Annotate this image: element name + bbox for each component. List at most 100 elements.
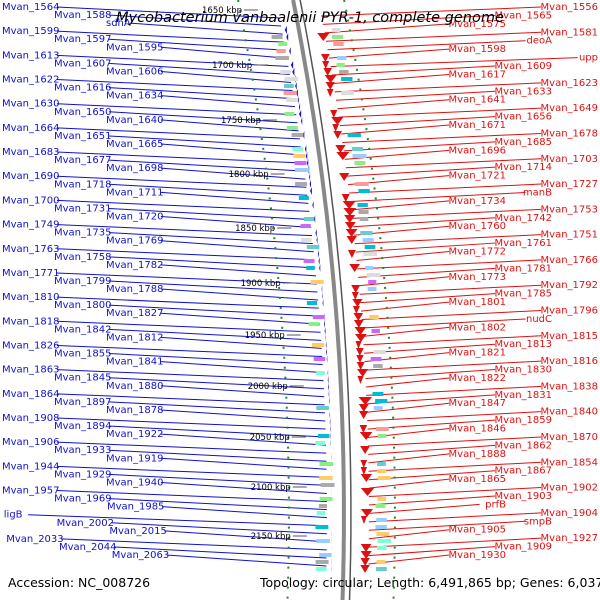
left-label-mvan-1607[interactable]: Mvan_1607	[54, 58, 111, 69]
left-label-mvan-1944[interactable]: Mvan_1944	[2, 461, 59, 472]
right-label-upp[interactable]: upp	[579, 53, 598, 64]
right-label-mvan-1678[interactable]: Mvan_1678	[541, 128, 598, 139]
right-label-mvan-1609[interactable]: Mvan_1609	[495, 61, 552, 72]
left-label-mvan-1683[interactable]: Mvan_1683	[2, 147, 59, 158]
right-label-mvan-1556[interactable]: Mvan_1556	[541, 2, 598, 13]
right-label-mvan-1633[interactable]: Mvan_1633	[495, 86, 552, 97]
left-label-mvan-1769[interactable]: Mvan_1769	[106, 236, 163, 247]
left-label-mvan-2015[interactable]: Mvan_2015	[109, 526, 166, 537]
left-label-mvan-1842[interactable]: Mvan_1842	[54, 324, 111, 335]
right-label-mvan-1773[interactable]: Mvan_1773	[449, 272, 506, 283]
right-label-mvan-1903[interactable]: Mvan_1903	[495, 491, 552, 502]
left-label-mvan-1630[interactable]: Mvan_1630	[2, 99, 59, 110]
right-label-mvan-1649[interactable]: Mvan_1649	[541, 103, 598, 114]
right-label-mvan-1831[interactable]: Mvan_1831	[495, 390, 552, 401]
left-label-mvan-1698[interactable]: Mvan_1698	[106, 163, 163, 174]
left-label-mvan-1664[interactable]: Mvan_1664	[2, 123, 59, 134]
left-label-mvan-1940[interactable]: Mvan_1940	[106, 477, 163, 488]
right-label-mvan-1862[interactable]: Mvan_1862	[495, 440, 552, 451]
left-label-mvan-1677[interactable]: Mvan_1677	[54, 155, 111, 166]
right-label-mvan-1734[interactable]: Mvan_1734	[449, 196, 506, 207]
left-label-mvan-1588[interactable]: Mvan_1588	[54, 10, 111, 21]
right-label-mvan-1838[interactable]: Mvan_1838	[541, 381, 598, 392]
right-label-mvan-1888[interactable]: Mvan_1888	[449, 449, 506, 460]
left-label-mvan-1782[interactable]: Mvan_1782	[106, 260, 163, 271]
right-label-mvan-1802[interactable]: Mvan_1802	[449, 322, 506, 333]
right-label-mvan-1792[interactable]: Mvan_1792	[541, 280, 598, 291]
left-label-mvan-1922[interactable]: Mvan_1922	[106, 429, 163, 440]
left-label-mvan-1906[interactable]: Mvan_1906	[2, 437, 59, 448]
left-label-mvan-1650[interactable]: Mvan_1650	[54, 107, 111, 118]
right-label-mvan-1781[interactable]: Mvan_1781	[495, 263, 552, 274]
left-label-mvan-1613[interactable]: Mvan_1613	[2, 50, 59, 61]
right-label-mvan-1816[interactable]: Mvan_1816	[541, 356, 598, 367]
right-label-deoa[interactable]: deoA	[527, 36, 553, 47]
left-label-mvan-1763[interactable]: Mvan_1763	[2, 244, 59, 255]
right-label-mvan-1761[interactable]: Mvan_1761	[495, 238, 552, 249]
right-label-mvan-1927[interactable]: Mvan_1927	[541, 533, 598, 544]
left-label-ligb[interactable]: ligB	[4, 510, 23, 521]
left-label-mvan-1810[interactable]: Mvan_1810	[2, 292, 59, 303]
left-label-mvan-1933[interactable]: Mvan_1933	[54, 445, 111, 456]
right-label-mvan-1854[interactable]: Mvan_1854	[541, 457, 598, 468]
right-label-mvan-1821[interactable]: Mvan_1821	[449, 348, 506, 359]
right-label-mvan-1846[interactable]: Mvan_1846	[449, 424, 506, 435]
left-label-mvan-1711[interactable]: Mvan_1711	[106, 187, 163, 198]
left-label-mvan-1880[interactable]: Mvan_1880	[106, 381, 163, 392]
left-label-mvan-1826[interactable]: Mvan_1826	[2, 340, 59, 351]
right-label-mvan-1727[interactable]: Mvan_1727	[541, 179, 598, 190]
right-label-mvan-1656[interactable]: Mvan_1656	[495, 112, 552, 123]
right-label-mvan-1753[interactable]: Mvan_1753	[541, 204, 598, 215]
right-label-mvan-1785[interactable]: Mvan_1785	[495, 289, 552, 300]
left-label-mvan-1929[interactable]: Mvan_1929	[54, 469, 111, 480]
right-label-mvan-1867[interactable]: Mvan_1867	[495, 466, 552, 477]
right-label-mvan-1685[interactable]: Mvan_1685	[495, 137, 552, 148]
right-label-mvan-1815[interactable]: Mvan_1815	[541, 331, 598, 342]
left-label-mvan-2002[interactable]: Mvan_2002	[57, 518, 114, 529]
left-label-mvan-1969[interactable]: Mvan_1969	[54, 494, 111, 505]
left-label-mvan-1665[interactable]: Mvan_1665	[106, 139, 163, 150]
left-label-mvan-1812[interactable]: Mvan_1812	[106, 332, 163, 343]
left-label-mvan-1864[interactable]: Mvan_1864	[2, 389, 59, 400]
right-label-mvan-1840[interactable]: Mvan_1840	[541, 407, 598, 418]
left-label-mvan-1595[interactable]: Mvan_1595	[106, 42, 163, 53]
left-label-mvan-1640[interactable]: Mvan_1640	[106, 115, 163, 126]
right-label-mvan-1909[interactable]: Mvan_1909	[495, 542, 552, 553]
left-label-mvan-1827[interactable]: Mvan_1827	[106, 308, 163, 319]
left-label-mvan-1606[interactable]: Mvan_1606	[106, 66, 163, 77]
left-label-mvan-1985[interactable]: Mvan_1985	[107, 502, 164, 513]
right-label-mvan-1830[interactable]: Mvan_1830	[495, 365, 552, 376]
right-label-mvan-1822[interactable]: Mvan_1822	[449, 373, 506, 384]
left-label-mvan-2063[interactable]: Mvan_2063	[112, 550, 169, 561]
right-label-mvan-1696[interactable]: Mvan_1696	[449, 145, 506, 156]
right-label-mvan-1905[interactable]: Mvan_1905	[449, 525, 506, 536]
right-label-mvan-1742[interactable]: Mvan_1742	[495, 213, 552, 224]
left-label-mvan-1718[interactable]: Mvan_1718	[54, 179, 111, 190]
right-label-mvan-1904[interactable]: Mvan_1904	[541, 508, 598, 519]
left-label-mvan-1564[interactable]: Mvan_1564	[2, 2, 59, 13]
right-label-mvan-1565[interactable]: Mvan_1565	[495, 10, 552, 21]
left-label-mvan-1855[interactable]: Mvan_1855	[54, 349, 111, 360]
right-label-mvan-1703[interactable]: Mvan_1703	[541, 154, 598, 165]
right-label-mvan-1859[interactable]: Mvan_1859	[495, 415, 552, 426]
left-label-sdha[interactable]: sdhA	[106, 18, 131, 29]
right-label-mvan-1813[interactable]: Mvan_1813	[495, 339, 552, 350]
left-label-mvan-1908[interactable]: Mvan_1908	[2, 413, 59, 424]
right-label-mvan-1772[interactable]: Mvan_1772	[449, 246, 506, 257]
right-label-mvan-1581[interactable]: Mvan_1581	[541, 27, 598, 38]
left-label-mvan-1651[interactable]: Mvan_1651	[54, 131, 111, 142]
right-label-prfb[interactable]: prfB	[485, 499, 506, 510]
left-label-mvan-1616[interactable]: Mvan_1616	[54, 83, 111, 94]
left-label-mvan-1897[interactable]: Mvan_1897	[54, 397, 111, 408]
left-label-mvan-1622[interactable]: Mvan_1622	[2, 75, 59, 86]
right-label-mvan-1902[interactable]: Mvan_1902	[541, 483, 598, 494]
left-label-mvan-1735[interactable]: Mvan_1735	[54, 228, 111, 239]
right-label-mvan-1721[interactable]: Mvan_1721	[449, 171, 506, 182]
left-label-mvan-2044[interactable]: Mvan_2044	[59, 542, 116, 553]
right-label-smpb[interactable]: smpB	[524, 516, 552, 527]
right-label-mvan-1847[interactable]: Mvan_1847	[449, 398, 506, 409]
right-label-mvan-1870[interactable]: Mvan_1870	[541, 432, 598, 443]
left-label-mvan-1800[interactable]: Mvan_1800	[54, 300, 111, 311]
left-label-mvan-1731[interactable]: Mvan_1731	[54, 203, 111, 214]
